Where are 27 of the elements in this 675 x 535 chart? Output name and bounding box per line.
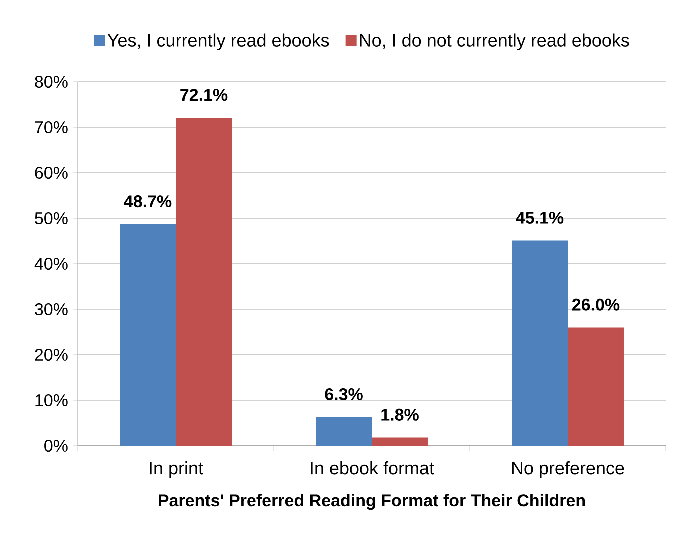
- data-label: 26.0%: [572, 298, 620, 311]
- y-tick-label: 10%: [36, 394, 68, 407]
- data-label: 6.3%: [325, 388, 363, 401]
- bar: [568, 328, 624, 446]
- y-tick-label: 60%: [35, 166, 68, 180]
- bar: [120, 224, 176, 446]
- data-label: 1.8%: [382, 408, 419, 421]
- bar: [512, 240, 568, 446]
- x-tick-label: No preference: [512, 462, 624, 478]
- x-tick-label: In print: [150, 462, 204, 478]
- bar: [316, 417, 372, 446]
- x-tick-label: In ebook format: [311, 462, 434, 475]
- legend-label: Yes, I currently read ebooks: [108, 34, 330, 51]
- y-tick-label: 50%: [35, 212, 68, 225]
- bar: [176, 118, 232, 446]
- y-tick-label: 80%: [35, 76, 68, 88]
- y-tick-label: 20%: [35, 348, 68, 362]
- x-axis-title: Parents' Preferred Reading Format for Their Children: [159, 494, 586, 510]
- y-tick-label: 40%: [34, 258, 68, 270]
- y-tick-label: 70%: [35, 121, 68, 134]
- data-label: 45.1%: [516, 212, 564, 224]
- data-label: 48.7%: [124, 196, 172, 208]
- y-tick-label: 30%: [35, 303, 68, 316]
- legend-label: No, I do not currently read ebooks: [360, 34, 630, 51]
- y-tick-label: 0%: [44, 440, 68, 452]
- bar: [372, 438, 428, 446]
- data-label: 72.1%: [180, 89, 228, 102]
